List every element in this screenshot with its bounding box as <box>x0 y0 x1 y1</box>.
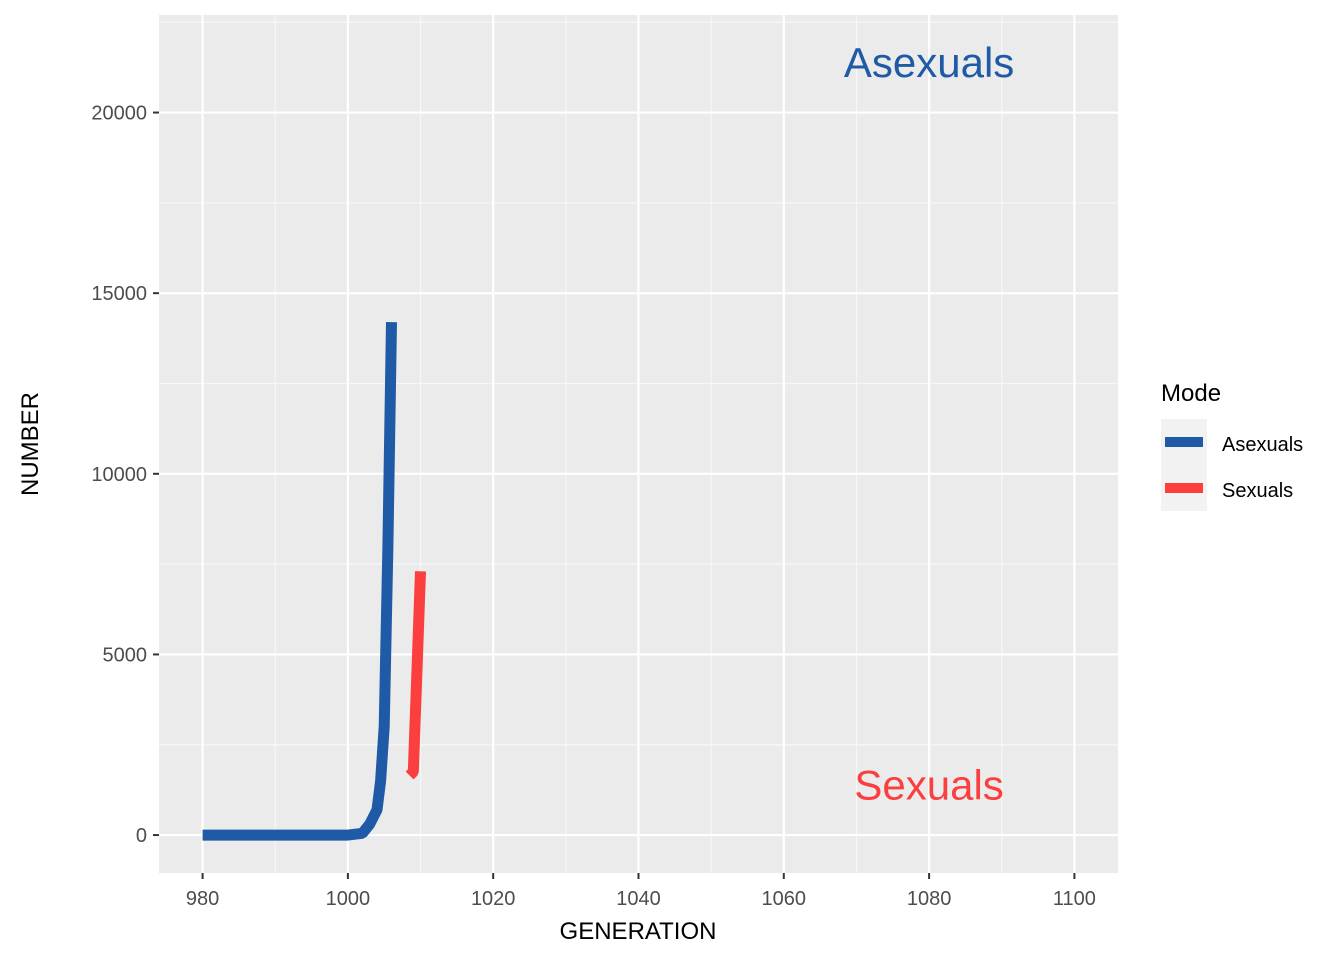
legend-label-asexuals: Asexuals <box>1222 434 1303 456</box>
y-axis-title: NUMBER <box>17 392 44 496</box>
x-tick-label: 1080 <box>907 888 952 910</box>
y-tick-label: 15000 <box>91 283 147 305</box>
series-lines <box>202 322 426 841</box>
legend: Mode Asexuals Sexuals <box>1161 380 1303 511</box>
series-line-sexuals <box>405 571 426 780</box>
series-line-asexuals <box>202 322 397 841</box>
x-axis-ticks: 980 1000 1020 1040 1060 1080 1100 <box>186 873 1096 910</box>
x-axis-title: GENERATION <box>560 918 717 945</box>
y-tick-label: 5000 <box>103 644 148 666</box>
y-tick-label: 10000 <box>91 464 147 486</box>
x-tick-label: 1000 <box>326 888 371 910</box>
y-axis-ticks: 0 5000 10000 15000 20000 <box>91 103 159 847</box>
x-tick-label: 1100 <box>1053 888 1096 910</box>
legend-key-asexuals <box>1165 437 1203 447</box>
y-tick-label: 0 <box>136 825 147 847</box>
annotations: Asexuals Sexuals <box>844 39 1014 809</box>
y-tick-label: 20000 <box>91 103 147 125</box>
annotation-asexuals: Asexuals <box>844 39 1014 86</box>
annotation-sexuals: Sexuals <box>854 761 1003 808</box>
x-tick-label: 980 <box>186 888 219 910</box>
x-tick-label: 1040 <box>616 888 661 910</box>
x-tick-label: 1020 <box>471 888 516 910</box>
x-tick-label: 1060 <box>762 888 807 910</box>
legend-key-sexuals <box>1165 483 1203 493</box>
major-gridlines <box>159 15 1118 873</box>
legend-label-sexuals: Sexuals <box>1222 480 1293 502</box>
legend-title: Mode <box>1161 380 1221 407</box>
